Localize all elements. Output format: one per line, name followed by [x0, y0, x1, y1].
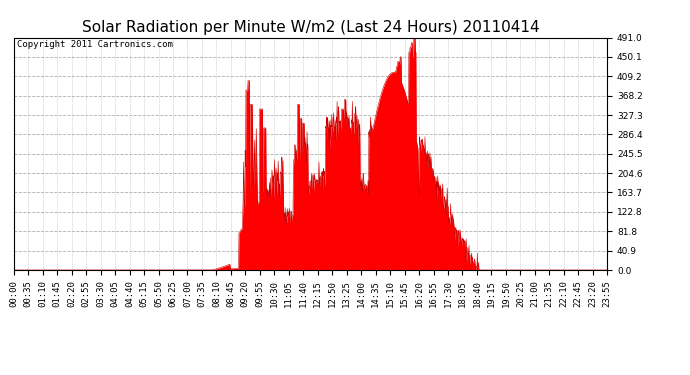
Title: Solar Radiation per Minute W/m2 (Last 24 Hours) 20110414: Solar Radiation per Minute W/m2 (Last 24…: [81, 20, 540, 35]
Text: Copyright 2011 Cartronics.com: Copyright 2011 Cartronics.com: [17, 40, 172, 49]
